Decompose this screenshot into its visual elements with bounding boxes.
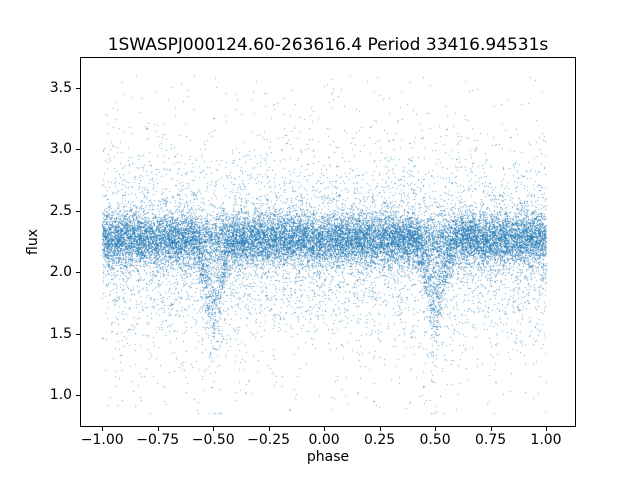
chart-title: 1SWASPJ000124.60-263616.4 Period 33416.9…: [107, 35, 549, 55]
y-tick-mark: [76, 87, 80, 89]
y-tick-mark: [76, 394, 80, 396]
x-tick-label: 1.00: [530, 432, 562, 448]
x-tick-mark: [435, 427, 437, 431]
y-tick-label: 2.5: [49, 202, 72, 219]
y-tick-label: 2.0: [49, 264, 72, 281]
x-tick-mark: [157, 427, 159, 431]
plot-frame: [80, 57, 576, 427]
x-tick-mark: [213, 427, 215, 431]
y-tick-mark: [76, 149, 80, 151]
y-tick-label: 3.5: [49, 79, 72, 96]
x-tick-label: 0.00: [308, 432, 340, 448]
x-tick-label: 0.50: [419, 432, 451, 448]
x-tick-label: −1.00: [80, 432, 124, 448]
x-tick-mark: [324, 427, 326, 431]
y-axis-label: flux: [25, 229, 41, 255]
x-tick-mark: [379, 427, 381, 431]
x-tick-label: −0.75: [136, 432, 180, 448]
x-tick-label: −0.25: [247, 432, 291, 448]
y-tick-mark: [76, 272, 80, 274]
y-tick-mark: [76, 210, 80, 212]
x-tick-mark: [546, 427, 547, 431]
x-tick-mark: [102, 427, 104, 431]
x-tick-label: −0.50: [191, 432, 235, 448]
x-tick-mark: [268, 427, 270, 431]
y-tick-label: 1.0: [49, 386, 72, 403]
y-tick-label: 3.0: [49, 141, 72, 158]
x-tick-label: 0.25: [364, 432, 396, 448]
x-tick-label: 0.75: [475, 432, 507, 448]
x-axis-label: phase: [306, 449, 350, 465]
x-tick-mark: [490, 427, 492, 431]
y-tick-label: 1.5: [49, 325, 72, 342]
y-tick-mark: [76, 333, 80, 335]
